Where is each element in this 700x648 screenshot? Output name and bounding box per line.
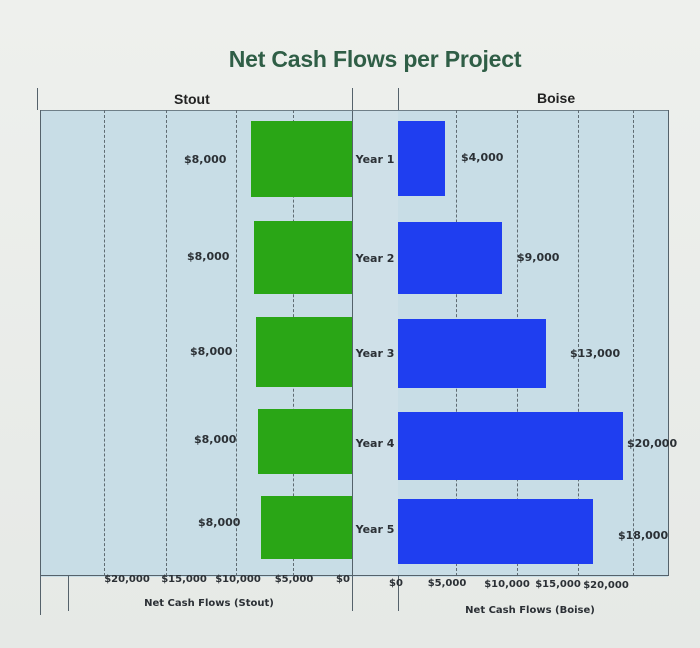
x-axis-title-boise: Net Cash Flows (Boise)	[465, 605, 595, 616]
frame-line	[40, 110, 41, 615]
x-tick-boise: $10,000	[484, 579, 530, 590]
x-tick-stout: $0	[336, 574, 350, 585]
plot-area-year-labels	[352, 110, 400, 577]
frame-line	[68, 576, 69, 611]
bar-boise-year-4[interactable]	[398, 412, 623, 480]
value-label-stout-year-3: $8,000	[190, 345, 233, 358]
gridline	[236, 110, 237, 576]
value-label-boise-year-2: $9,000	[517, 251, 560, 264]
category-label-year-5: Year 5	[355, 523, 395, 536]
value-label-boise-year-5: $18,000	[618, 529, 669, 542]
frame-line	[37, 88, 38, 110]
bar-stout-year-3[interactable]	[256, 317, 352, 387]
x-tick-stout: $10,000	[215, 574, 261, 585]
gridline	[578, 110, 579, 576]
bar-boise-year-3[interactable]	[398, 319, 546, 388]
bar-stout-year-5[interactable]	[261, 496, 352, 559]
bar-boise-year-1[interactable]	[398, 121, 445, 196]
value-label-boise-year-4: $20,000	[627, 437, 678, 450]
chart-title: Net Cash Flows per Project	[228, 46, 522, 72]
frame-line	[668, 110, 669, 576]
x-tick-stout: $20,000	[104, 574, 150, 585]
value-label-stout-year-1: $8,000	[184, 153, 227, 166]
value-label-boise-year-1: $4,000	[461, 151, 504, 164]
frame-line	[352, 576, 353, 611]
category-label-year-3: Year 3	[355, 347, 395, 360]
x-axis-title-stout: Net Cash Flows (Stout)	[144, 598, 274, 609]
bar-stout-year-4[interactable]	[258, 409, 352, 474]
frame-line	[398, 576, 399, 611]
value-label-stout-year-4: $8,000	[194, 433, 237, 446]
bar-stout-year-2[interactable]	[254, 221, 352, 294]
panel-header-stout: Stout	[174, 91, 210, 107]
value-label-boise-year-3: $13,000	[570, 347, 621, 360]
x-tick-boise: $15,000	[535, 579, 581, 590]
category-label-year-4: Year 4	[355, 437, 395, 450]
bar-boise-year-5[interactable]	[398, 499, 593, 564]
category-label-year-1: Year 1	[355, 153, 395, 166]
frame-line	[398, 88, 399, 110]
value-label-stout-year-5: $8,000	[198, 516, 241, 529]
gridline	[104, 110, 105, 576]
x-tick-stout: $5,000	[274, 574, 314, 585]
gridline	[633, 110, 634, 576]
value-label-stout-year-2: $8,000	[187, 250, 230, 263]
frame-line	[352, 88, 353, 110]
panel-header-boise: Boise	[537, 90, 576, 106]
x-tick-boise: $0	[389, 578, 403, 589]
x-tick-stout: $15,000	[161, 574, 207, 585]
bar-boise-year-2[interactable]	[398, 222, 502, 294]
category-label-year-2: Year 2	[355, 252, 395, 265]
bar-stout-year-1[interactable]	[251, 121, 352, 197]
x-tick-boise: $5,000	[427, 578, 467, 589]
gridline	[166, 110, 167, 576]
x-axis-line	[40, 575, 668, 576]
x-tick-boise: $20,000	[583, 580, 629, 591]
